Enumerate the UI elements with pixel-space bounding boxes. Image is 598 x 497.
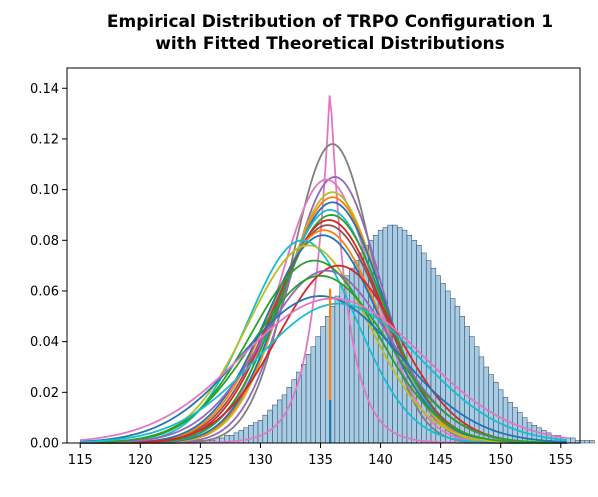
histogram-bar xyxy=(411,240,417,444)
histogram-bar xyxy=(257,419,264,444)
histogram-bar xyxy=(315,336,321,444)
histogram-bar xyxy=(305,354,312,444)
x-tick-label: 130 xyxy=(248,453,273,468)
y-tick-label: 0.06 xyxy=(30,284,59,299)
fitted-curve xyxy=(80,297,567,442)
fitted-curve xyxy=(80,274,567,444)
histogram-bar xyxy=(320,326,326,444)
x-tick-label: 135 xyxy=(308,453,333,468)
x-tick-label: 125 xyxy=(188,453,213,468)
chart-title-line-1: Empirical Distribution of TRPO Configura… xyxy=(107,12,553,32)
histogram-bar xyxy=(589,440,595,444)
histogram-bar xyxy=(478,356,485,444)
x-tick-label: 150 xyxy=(488,453,513,468)
histogram-bar xyxy=(570,437,576,444)
fitted-curve xyxy=(80,302,567,443)
y-axis: 0.00 0.02 0.04 0.06 0.08 0.10 0.12 0.14 xyxy=(30,82,67,452)
histogram-bar xyxy=(262,414,268,444)
y-tick-label: 0.02 xyxy=(30,386,59,401)
y-tick-label: 0.04 xyxy=(30,335,59,350)
x-axis: 115 120 125 130 135 140 145 150 155 xyxy=(68,443,573,468)
histogram-bar xyxy=(286,387,292,444)
chart-title-line-2: with Fitted Theoretical Distributions xyxy=(155,34,505,54)
histogram-bar xyxy=(281,394,288,444)
histogram-bar xyxy=(493,381,499,444)
histogram-bar xyxy=(488,374,494,444)
y-tick-label: 0.08 xyxy=(30,234,59,249)
x-tick-label: 140 xyxy=(368,453,393,468)
y-tick-label: 0.00 xyxy=(30,437,59,452)
histogram-bar xyxy=(334,295,340,444)
plot-frame xyxy=(66,67,581,444)
x-tick-label: 145 xyxy=(428,453,453,468)
x-tick-label: 115 xyxy=(68,453,93,468)
fitted-curve xyxy=(80,295,567,443)
histogram-bar xyxy=(252,422,259,444)
histogram-bar xyxy=(310,346,316,444)
histogram-bar xyxy=(483,366,489,444)
histogram-bar xyxy=(301,364,307,444)
y-tick-label: 0.10 xyxy=(30,183,59,198)
histogram-bar xyxy=(584,440,590,444)
histogram-bar xyxy=(267,409,273,444)
histogram-bar xyxy=(579,440,586,444)
y-tick-label: 0.14 xyxy=(30,82,59,97)
histogram-bar xyxy=(248,425,254,444)
histogram-bar xyxy=(339,285,345,444)
x-tick-label: 120 xyxy=(128,453,153,468)
x-tick-label: 155 xyxy=(548,453,573,468)
fitted-curve xyxy=(80,259,567,444)
histogram-bar xyxy=(450,298,456,444)
y-tick-label: 0.12 xyxy=(30,132,59,147)
